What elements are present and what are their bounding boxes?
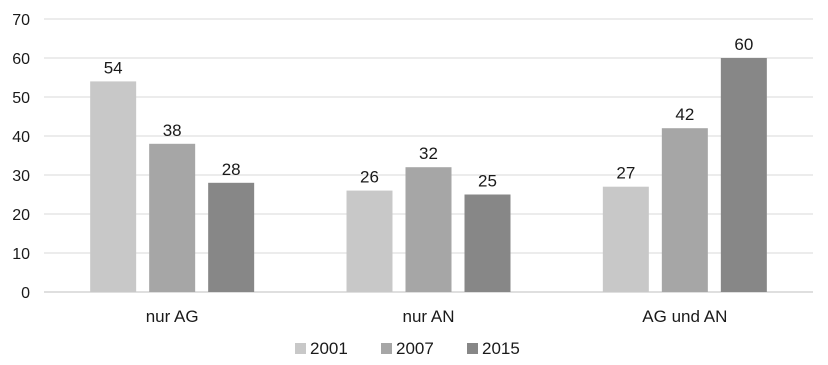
legend-label: 2001: [310, 339, 348, 358]
data-label: 42: [675, 105, 694, 124]
y-tick-label: 60: [12, 51, 30, 68]
data-label: 38: [163, 121, 182, 140]
bar-2015: [720, 58, 767, 292]
legend-label: 2007: [396, 339, 434, 358]
x-category-label: nur AG: [146, 307, 199, 326]
data-label: 54: [104, 58, 123, 77]
legend: 2001 2007 2015: [295, 339, 520, 358]
data-label: 25: [478, 172, 497, 191]
bar-2001: [90, 81, 137, 293]
bar-2001: [602, 186, 649, 292]
x-category-label: nur AN: [403, 307, 455, 326]
bar-2007: [661, 128, 708, 292]
y-tick-label: 30: [12, 168, 30, 185]
bars: [90, 58, 767, 293]
y-tick-label: 70: [12, 12, 30, 29]
x-axis-categories: nur AG nur AN AG und AN: [146, 307, 728, 326]
y-tick-label: 0: [21, 285, 30, 302]
bar-2001: [346, 190, 393, 292]
y-axis-ticks: 0 10 20 30 40 50 60 70: [12, 12, 30, 302]
y-tick-label: 10: [12, 246, 30, 263]
legend-swatch: [295, 343, 306, 354]
bar-2007: [149, 143, 196, 292]
bar-2015: [464, 194, 511, 292]
data-label: 26: [360, 168, 379, 187]
bar-2007: [405, 167, 452, 292]
data-label: 27: [616, 164, 635, 183]
legend-swatch: [467, 343, 478, 354]
x-category-label: AG und AN: [642, 307, 727, 326]
data-label: 60: [734, 35, 753, 54]
data-label: 28: [222, 160, 241, 179]
data-label: 32: [419, 144, 438, 163]
y-tick-label: 50: [12, 90, 30, 107]
y-tick-label: 20: [12, 207, 30, 224]
legend-swatch: [381, 343, 392, 354]
bar-2015: [208, 182, 255, 292]
legend-label: 2015: [482, 339, 520, 358]
y-tick-label: 40: [12, 129, 30, 146]
data-labels: 54 38 28 26 32 25 27 42 60: [104, 35, 754, 191]
